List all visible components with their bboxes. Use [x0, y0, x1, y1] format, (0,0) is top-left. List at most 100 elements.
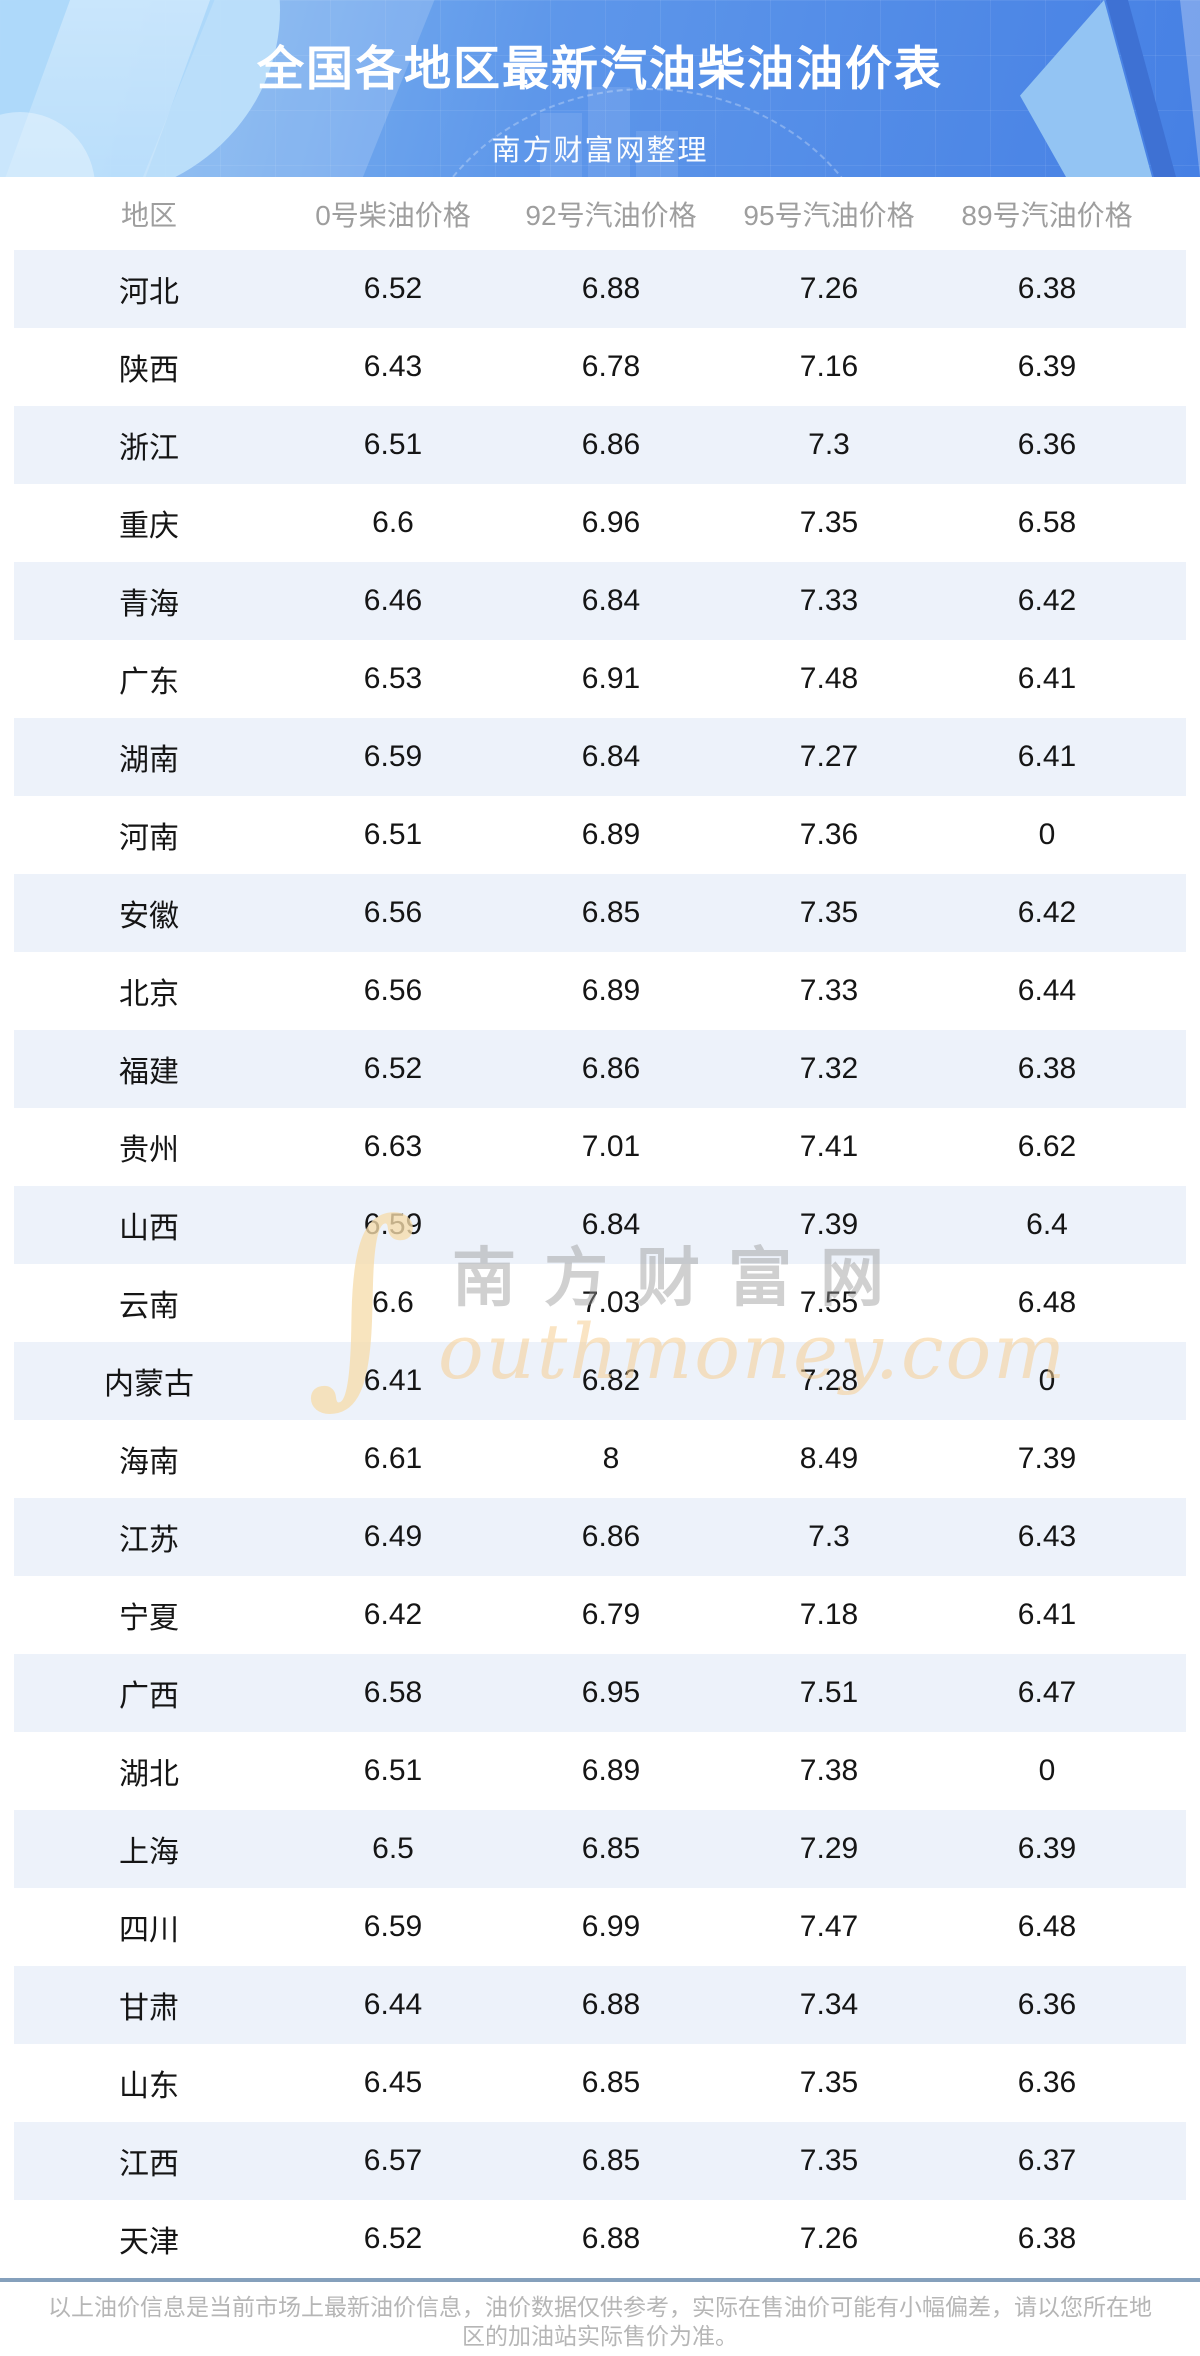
region-cell: 广西: [119, 1680, 179, 1713]
region-cell: 广东: [119, 666, 179, 699]
region-cell: 四川: [119, 1914, 179, 1947]
price-cell: 7.26: [799, 2222, 859, 2255]
column-header-0: 地区: [120, 199, 177, 231]
price-cell: 6.79: [581, 1598, 641, 1631]
price-cell: 6.43: [1017, 1520, 1077, 1553]
price-cell: 7.3: [808, 428, 850, 461]
price-cell: 7.27: [799, 740, 859, 773]
table-row: 海南 6.61 8 8.49 7.39: [14, 1420, 1186, 1498]
price-cell: 6.82: [581, 1364, 641, 1397]
page-subtitle: 南方财富网整理: [491, 135, 709, 167]
column-header-4: 89号汽油价格: [961, 199, 1133, 231]
price-cell: 6.41: [1017, 1598, 1077, 1631]
price-cell: 6.52: [363, 272, 423, 305]
price-cell: 6.41: [363, 1364, 423, 1397]
price-cell: 6.56: [363, 974, 423, 1007]
table-header-row: 地区 0号柴油价格 92号汽油价格 95号汽油价格 89号汽油价格: [14, 177, 1186, 250]
price-cell: 7.32: [799, 1052, 859, 1085]
region-cell: 湖北: [119, 1758, 179, 1791]
price-cell: 6.49: [363, 1520, 423, 1553]
price-cell: 7.38: [799, 1754, 859, 1787]
price-cell: 6.48: [1017, 1286, 1077, 1319]
price-cell: 6.59: [363, 1208, 423, 1241]
bar-shape: [540, 113, 582, 177]
region-cell: 湖南: [119, 744, 179, 777]
chart-bars-decoration: [540, 80, 700, 177]
table-row: 浙江 6.51 6.86 7.3 6.36: [14, 406, 1186, 484]
footer-note: 以上油价信息是当前市场上最新油价信息，油价数据仅供参考，实际在售油价可能有小幅偏…: [0, 2282, 1200, 2356]
region-cell: 甘肃: [119, 1992, 179, 2025]
price-cell: 6.56: [363, 896, 423, 929]
table-row: 河北 6.52 6.88 7.26 6.38: [14, 250, 1186, 328]
price-cell: 7.33: [799, 584, 859, 617]
region-cell: 青海: [119, 588, 179, 621]
footer-divider: [0, 2278, 1200, 2282]
price-cell: 6.6: [372, 1286, 414, 1319]
region-cell: 山东: [119, 2070, 179, 2103]
price-cell: 7.47: [799, 1910, 859, 1943]
price-cell: 6.36: [1017, 1988, 1077, 2021]
region-cell: 宁夏: [119, 1602, 179, 1635]
region-cell: 重庆: [119, 510, 179, 543]
price-cell: 6.85: [581, 896, 641, 929]
price-cell: 7.39: [1017, 1442, 1077, 1475]
price-cell: 6.91: [581, 662, 641, 695]
price-cell: 6.38: [1017, 1052, 1077, 1085]
price-cell: 7.35: [799, 2144, 859, 2177]
price-cell: 6.42: [1017, 896, 1077, 929]
table-row: 江苏 6.49 6.86 7.3 6.43: [14, 1498, 1186, 1576]
price-cell: 6.6: [372, 506, 414, 539]
price-cell: 7.41: [799, 1130, 859, 1163]
price-cell: 6.39: [1017, 350, 1077, 383]
price-cell: 6.59: [363, 740, 423, 773]
table-row: 山西 6.59 6.84 7.39 6.4: [14, 1186, 1186, 1264]
region-cell: 河北: [119, 276, 179, 309]
table-row: 四川 6.59 6.99 7.47 6.48: [14, 1888, 1186, 1966]
price-cell: 6.52: [363, 1052, 423, 1085]
price-cell: 6.84: [581, 1208, 641, 1241]
table-row: 天津 6.52 6.88 7.26 6.38: [14, 2200, 1186, 2278]
price-cell: 7.48: [799, 662, 859, 695]
table-row: 宁夏 6.42 6.79 7.18 6.41: [14, 1576, 1186, 1654]
price-cell: 6.43: [363, 350, 423, 383]
price-cell: 6.96: [581, 506, 641, 539]
price-cell: 6.84: [581, 584, 641, 617]
page-title: 全国各地区最新汽油柴油油价表: [257, 42, 943, 95]
price-cell: 6.52: [363, 2222, 423, 2255]
price-cell: 6.88: [581, 272, 641, 305]
price-cell: 6.86: [581, 1052, 641, 1085]
region-cell: 北京: [119, 978, 179, 1011]
price-cell: 6.59: [363, 1910, 423, 1943]
footer-line-2: 区的加油站实际售价为准。: [462, 2323, 738, 2349]
price-cell: 6.38: [1017, 2222, 1077, 2255]
price-cell: 6.41: [1017, 662, 1077, 695]
region-cell: 江西: [119, 2148, 179, 2181]
price-cell: 7.01: [581, 1130, 641, 1163]
table-row: 广西 6.58 6.95 7.51 6.47: [14, 1654, 1186, 1732]
table-row: 重庆 6.6 6.96 7.35 6.58: [14, 484, 1186, 562]
column-header-2: 92号汽油价格: [525, 199, 697, 231]
region-cell: 福建: [119, 1056, 179, 1089]
table-row: 湖北 6.51 6.89 7.38 0: [14, 1732, 1186, 1810]
price-cell: 6.36: [1017, 428, 1077, 461]
price-cell: 0: [1038, 1364, 1056, 1397]
price-cell: 7.35: [799, 896, 859, 929]
price-cell: 6.45: [363, 2066, 423, 2099]
table-row: 上海 6.5 6.85 7.29 6.39: [14, 1810, 1186, 1888]
region-cell: 贵州: [119, 1134, 179, 1167]
price-cell: 7.39: [799, 1208, 859, 1241]
column-header-1: 0号柴油价格: [315, 199, 471, 231]
price-table: 地区 0号柴油价格 92号汽油价格 95号汽油价格 89号汽油价格 河北 6.52 6.88…: [14, 177, 1186, 2278]
region-cell: 云南: [119, 1290, 179, 1323]
table-row: 北京 6.56 6.89 7.33 6.44: [14, 952, 1186, 1030]
bar-shape: [588, 87, 630, 177]
price-cell: 6.42: [1017, 584, 1077, 617]
price-cell: 6.39: [1017, 1832, 1077, 1865]
price-cell: 6.46: [363, 584, 423, 617]
price-cell: 6.48: [1017, 1910, 1077, 1943]
footer-line-1: 以上油价信息是当前市场上最新油价信息，油价数据仅供参考，实际在售油价可能有小幅偏…: [48, 2294, 1152, 2320]
price-cell: 6.57: [363, 2144, 423, 2177]
price-cell: 6.62: [1017, 1130, 1077, 1163]
price-cell: 6.63: [363, 1130, 423, 1163]
region-cell: 山西: [119, 1212, 179, 1245]
